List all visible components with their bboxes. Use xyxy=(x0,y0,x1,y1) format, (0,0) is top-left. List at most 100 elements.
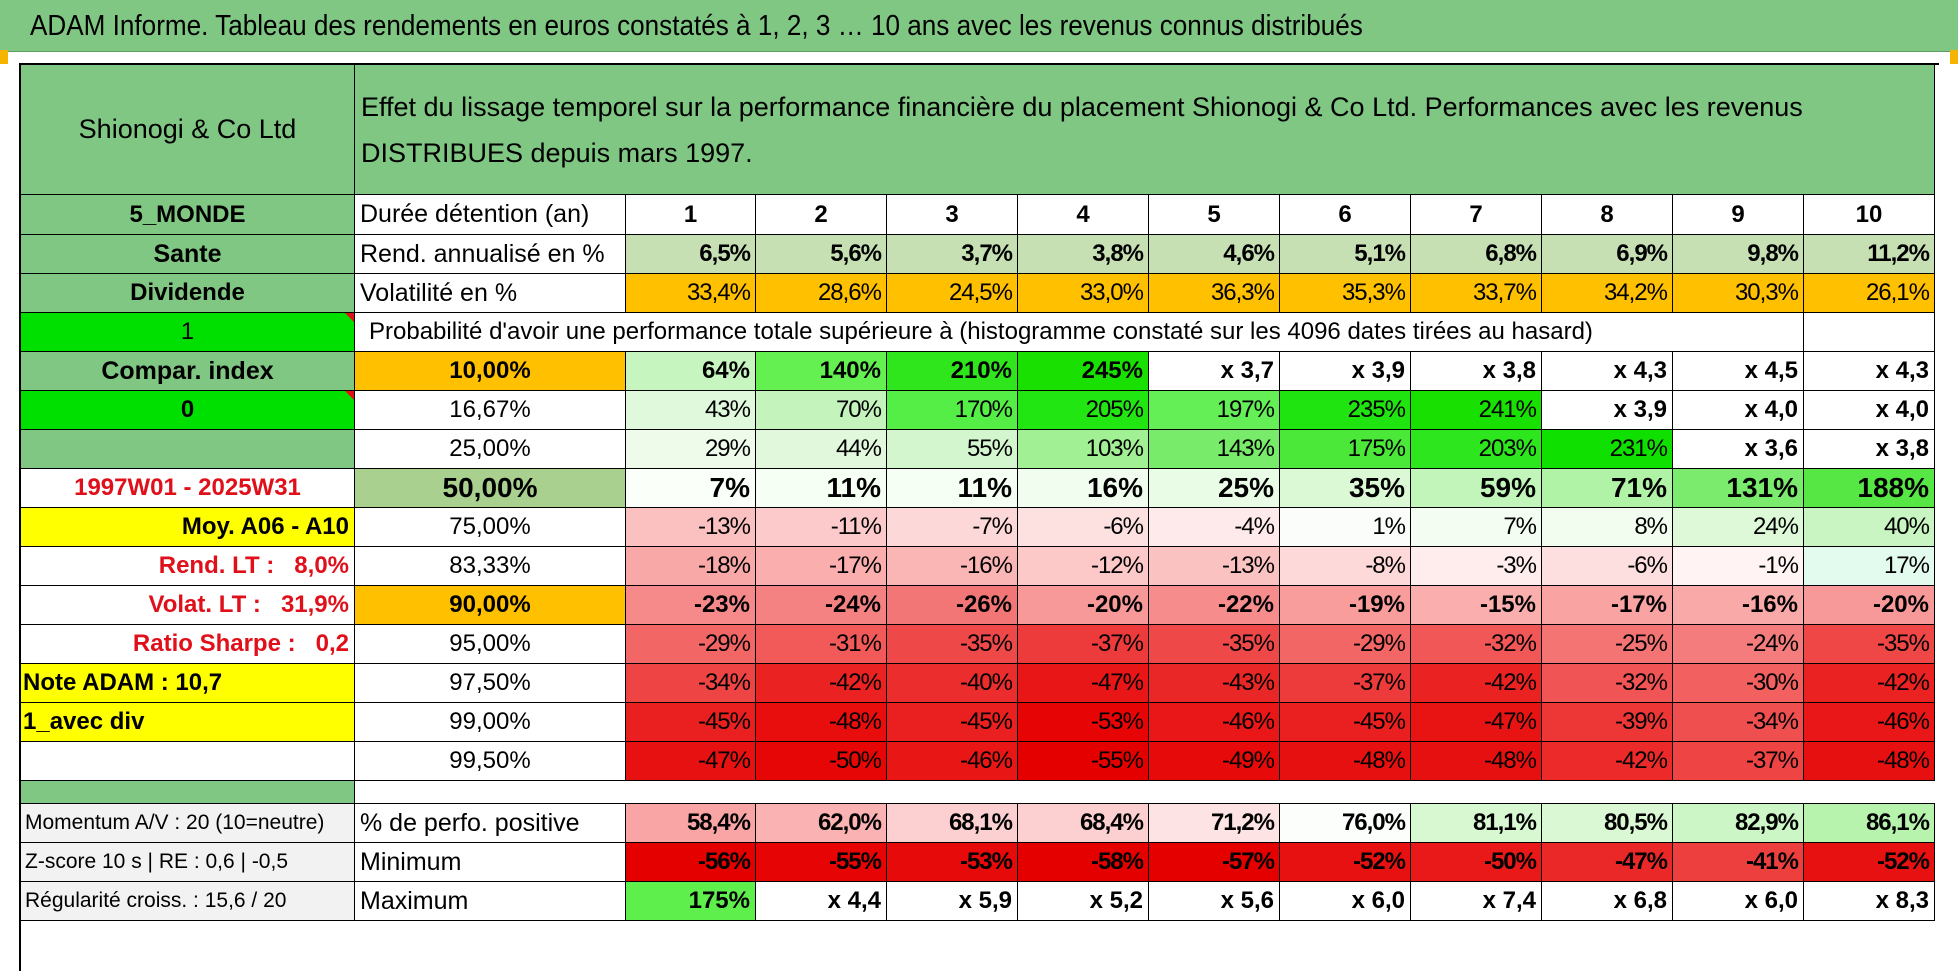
quantile-label: 90,00% xyxy=(355,586,626,625)
annualized-return-cell: 6,9% xyxy=(1542,235,1673,274)
quantile-cell: 235% xyxy=(1280,391,1411,430)
quantile-cell: -26% xyxy=(887,586,1018,625)
average-label: Moy. A06 - A10 xyxy=(21,508,355,547)
quantile-cell: 188% xyxy=(1804,469,1935,508)
annualized-return-cell: 3,8% xyxy=(1018,235,1149,274)
quantile-cell: 103% xyxy=(1018,430,1149,469)
period-label: 1997W01 - 2025W31 xyxy=(21,469,355,508)
quantile-cell: 131% xyxy=(1673,469,1804,508)
minimum-cell: -53% xyxy=(887,843,1018,882)
sharpe-ratio: Ratio Sharpe : 0,2 xyxy=(21,625,355,664)
compar-index-label: Compar. index xyxy=(21,352,355,391)
positive-performance-cell: 82,9% xyxy=(1673,804,1804,843)
quantile-cell: -11% xyxy=(756,508,887,547)
quantile-cell: -23% xyxy=(626,586,756,625)
quantile-label: 83,33% xyxy=(355,547,626,586)
quantile-cell: -19% xyxy=(1280,586,1411,625)
quantile-cell: 16% xyxy=(1018,469,1149,508)
quantile-cell: -13% xyxy=(1149,547,1280,586)
spacer-green xyxy=(21,781,355,804)
quantile-label: 97,50% xyxy=(355,664,626,703)
quantile-cell: -47% xyxy=(1018,664,1149,703)
quantile-cell: -48% xyxy=(1411,742,1542,781)
momentum-label: Momentum A/V : 20 (10=neutre) xyxy=(21,804,355,843)
quantile-cell: 143% xyxy=(1149,430,1280,469)
sharpe-ratio-value: 0,2 xyxy=(315,630,349,657)
quantile-cell: -16% xyxy=(1673,586,1804,625)
long-term-return: Rend. LT : 8,0% xyxy=(21,547,355,586)
quantile-cell: -48% xyxy=(756,703,887,742)
quantile-label: 95,00% xyxy=(355,625,626,664)
flag-one: 1 xyxy=(21,313,355,352)
quantile-cell: 241% xyxy=(1411,391,1542,430)
quantile-cell: -47% xyxy=(1411,703,1542,742)
quantile-label: 16,67% xyxy=(355,391,626,430)
spacer-row xyxy=(355,781,1935,804)
quantile-cell: -6% xyxy=(1542,547,1673,586)
quantile-cell: -43% xyxy=(1149,664,1280,703)
quantile-cell: 11% xyxy=(756,469,887,508)
quantile-cell: -40% xyxy=(887,664,1018,703)
maximum-cell: x 6,0 xyxy=(1673,882,1804,921)
quantile-cell: -24% xyxy=(756,586,887,625)
year-header-3: 3 xyxy=(887,195,1018,235)
quantile-cell: 11% xyxy=(887,469,1018,508)
quantile-cell: x 4,0 xyxy=(1673,391,1804,430)
annualized-return-cell: 9,8% xyxy=(1673,235,1804,274)
year-header-10: 10 xyxy=(1804,195,1935,235)
quantile-cell: 210% xyxy=(887,352,1018,391)
quantile-cell: -22% xyxy=(1149,586,1280,625)
regularity-label: Régularité croiss. : 15,6 / 20 xyxy=(21,882,355,921)
minimum-cell: -55% xyxy=(756,843,887,882)
minimum-cell: -58% xyxy=(1018,843,1149,882)
long-term-return-value: 8,0% xyxy=(294,552,349,579)
quantile-label: 75,00% xyxy=(355,508,626,547)
maximum-cell: x 5,2 xyxy=(1018,882,1149,921)
maximum-cell: x 8,3 xyxy=(1804,882,1935,921)
positive-performance-label: % de perfo. positive xyxy=(355,804,626,843)
quantile-cell: 170% xyxy=(887,391,1018,430)
quantile-cell: 64% xyxy=(626,352,756,391)
maximum-cell: x 4,4 xyxy=(756,882,887,921)
quantile-cell: -31% xyxy=(756,625,887,664)
positive-performance-cell: 76,0% xyxy=(1280,804,1411,843)
quantile-cell: 205% xyxy=(1018,391,1149,430)
quantile-cell: -25% xyxy=(1542,625,1673,664)
year-header-2: 2 xyxy=(756,195,887,235)
year-header-1: 1 xyxy=(626,195,756,235)
performance-table: Shionogi & Co Ltd Effet du lissage tempo… xyxy=(19,63,1939,971)
quantile-cell: x 3,9 xyxy=(1280,352,1411,391)
year-header-7: 7 xyxy=(1411,195,1542,235)
quantile-cell: -45% xyxy=(626,703,756,742)
quantile-cell: x 4,3 xyxy=(1542,352,1673,391)
long-term-volatility-label: Volat. LT : xyxy=(148,591,261,618)
company-name: Shionogi & Co Ltd xyxy=(21,65,355,195)
minimum-cell: -41% xyxy=(1673,843,1804,882)
type-label: Dividende xyxy=(21,274,355,313)
minimum-cell: -56% xyxy=(626,843,756,882)
quantile-label: 25,00% xyxy=(355,430,626,469)
quantile-cell: -30% xyxy=(1673,664,1804,703)
volatility-cell: 30,3% xyxy=(1673,274,1804,313)
quantile-cell: 203% xyxy=(1411,430,1542,469)
quantile-cell: 24% xyxy=(1673,508,1804,547)
minimum-cell: -57% xyxy=(1149,843,1280,882)
quantile-cell: 140% xyxy=(756,352,887,391)
long-term-volatility-value: 31,9% xyxy=(280,591,349,618)
quantile-cell: 35% xyxy=(1280,469,1411,508)
quantile-cell: -13% xyxy=(626,508,756,547)
adam-rating: Note ADAM : 10,7 xyxy=(21,664,355,703)
quantile-cell: 70% xyxy=(756,391,887,430)
quantile-cell: x 4,3 xyxy=(1804,352,1935,391)
quantile-cell: 7% xyxy=(1411,508,1542,547)
quantile-cell: 231% xyxy=(1542,430,1673,469)
quantile-cell: x 3,6 xyxy=(1673,430,1804,469)
annualized-return-cell: 5,1% xyxy=(1280,235,1411,274)
positive-performance-cell: 68,4% xyxy=(1018,804,1149,843)
quantile-cell: 8% xyxy=(1542,508,1673,547)
quantile-cell: -32% xyxy=(1411,625,1542,664)
quantile-cell: -29% xyxy=(1280,625,1411,664)
quantile-cell: -17% xyxy=(1542,586,1673,625)
positive-performance-cell: 71,2% xyxy=(1149,804,1280,843)
positive-performance-cell: 81,1% xyxy=(1411,804,1542,843)
